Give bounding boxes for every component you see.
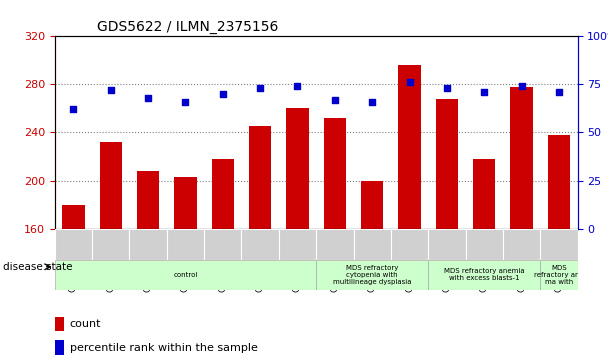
Bar	[100, 142, 122, 229]
Point	[143, 95, 153, 101]
Point	[367, 99, 377, 105]
Bar	[428, 229, 466, 260]
Text: control: control	[173, 272, 198, 278]
Point	[517, 83, 527, 89]
Point	[554, 89, 564, 95]
Bar	[361, 180, 384, 229]
Point	[69, 106, 78, 112]
Point	[255, 85, 265, 91]
Bar	[62, 205, 85, 229]
Bar	[204, 229, 241, 260]
Bar	[55, 260, 316, 290]
Bar	[473, 159, 496, 229]
Point	[479, 89, 489, 95]
Bar	[286, 109, 309, 229]
Bar	[130, 229, 167, 260]
Bar	[466, 229, 503, 260]
Bar	[323, 118, 346, 229]
Bar	[428, 260, 541, 290]
Bar	[548, 135, 570, 229]
Bar	[391, 229, 428, 260]
Bar	[279, 229, 316, 260]
Bar	[55, 229, 92, 260]
Point	[442, 85, 452, 91]
Bar	[353, 229, 391, 260]
Point	[405, 79, 415, 85]
Bar	[503, 229, 541, 260]
Text: MDS
refractory ane
ma with: MDS refractory ane ma with	[534, 265, 584, 285]
Bar	[541, 229, 578, 260]
Point	[106, 87, 116, 93]
Bar	[55, 340, 64, 355]
Bar	[316, 229, 353, 260]
Bar	[92, 229, 130, 260]
Bar	[541, 260, 578, 290]
Text: percentile rank within the sample: percentile rank within the sample	[70, 343, 258, 352]
Bar	[55, 317, 64, 331]
Point	[218, 91, 227, 97]
Bar	[510, 87, 533, 229]
Bar	[436, 99, 458, 229]
Bar	[241, 229, 279, 260]
Point	[181, 99, 190, 105]
Text: MDS refractory
cytopenia with
multilineage dysplasia: MDS refractory cytopenia with multilinea…	[333, 265, 412, 285]
Bar	[316, 260, 428, 290]
Bar	[174, 177, 196, 229]
Point	[292, 83, 302, 89]
Text: disease state: disease state	[3, 262, 72, 272]
Text: GDS5622 / ILMN_2375156: GDS5622 / ILMN_2375156	[97, 20, 278, 34]
Bar	[137, 171, 159, 229]
Bar	[249, 126, 271, 229]
Text: count: count	[70, 319, 101, 329]
Point	[330, 97, 340, 103]
Text: MDS refractory anemia
with excess blasts-1: MDS refractory anemia with excess blasts…	[444, 269, 525, 281]
Bar	[212, 159, 234, 229]
Bar	[167, 229, 204, 260]
Bar	[398, 65, 421, 229]
